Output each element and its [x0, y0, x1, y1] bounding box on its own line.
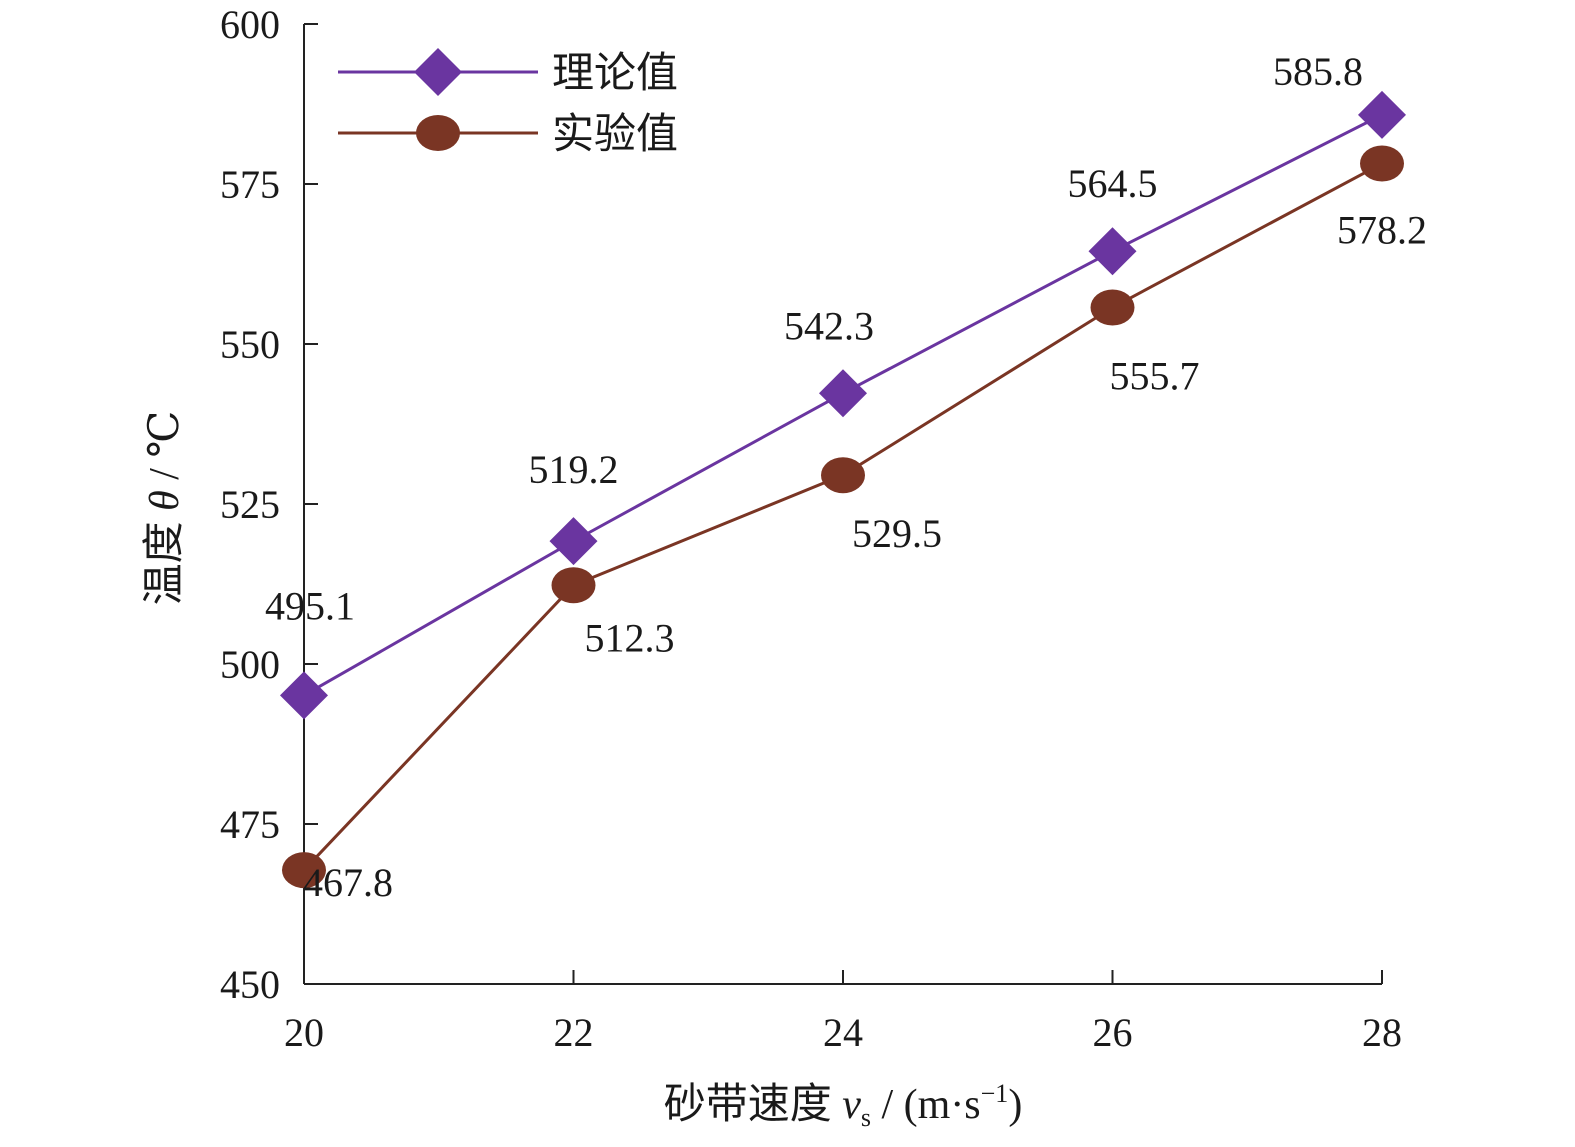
data-label: 555.7 — [1110, 354, 1200, 399]
legend-label: 实验值 — [552, 111, 678, 158]
y-axis-title: 温度 θ / ℃ — [142, 411, 188, 606]
x-tick-label: 28 — [1362, 1010, 1402, 1055]
data-label: 542.3 — [784, 303, 874, 348]
y-tick-label: 475 — [220, 802, 280, 847]
y-tick-label: 600 — [220, 2, 280, 47]
legend-label: 理论值 — [552, 51, 678, 97]
data-label: 519.2 — [529, 447, 619, 492]
data-point-diamond — [1088, 227, 1137, 276]
x-tick-label: 24 — [823, 1010, 863, 1055]
y-tick-label: 450 — [220, 962, 280, 1007]
data-label: 495.1 — [265, 583, 355, 628]
data-point-circle — [1090, 289, 1135, 326]
data-point-diamond — [549, 517, 598, 566]
data-point-circle — [1360, 145, 1404, 182]
legend-marker-circle — [416, 115, 460, 151]
y-tick-label: 525 — [220, 482, 280, 527]
data-point-diamond — [819, 369, 867, 418]
data-point-circle — [821, 457, 865, 494]
x-axis-title: 砂带速度 vs / (m·s−1) — [664, 1079, 1023, 1132]
data-label: 467.8 — [303, 860, 393, 905]
data-labels: 495.1 519.2 542.3 564.5 585.8 467.8 512.3 529.5… — [265, 49, 1427, 905]
y-ticks: 450 475 500 525 550 575 600 — [220, 2, 318, 1007]
x-ticks: 20 22 24 26 28 — [284, 970, 1402, 1055]
data-label: 529.5 — [852, 511, 942, 556]
x-tick-label: 20 — [284, 1010, 324, 1055]
series-layer — [280, 90, 1406, 889]
data-label: 578.2 — [1337, 208, 1427, 253]
y-tick-label: 550 — [220, 322, 280, 367]
data-point-circle — [551, 567, 596, 604]
axes — [303, 24, 1382, 985]
x-tick-label: 22 — [554, 1010, 594, 1055]
y-tick-label: 500 — [220, 642, 280, 687]
series-line — [302, 162, 1383, 872]
data-label: 512.3 — [585, 615, 675, 660]
y-tick-label: 575 — [220, 162, 280, 207]
data-label: 585.8 — [1273, 49, 1363, 94]
data-label: 564.5 — [1068, 161, 1158, 206]
x-tick-label: 26 — [1093, 1010, 1133, 1055]
data-point-diamond — [1358, 90, 1406, 139]
data-point-circle — [282, 852, 326, 889]
legend-marker-diamond — [414, 48, 462, 96]
data-point-diamond — [280, 671, 328, 720]
